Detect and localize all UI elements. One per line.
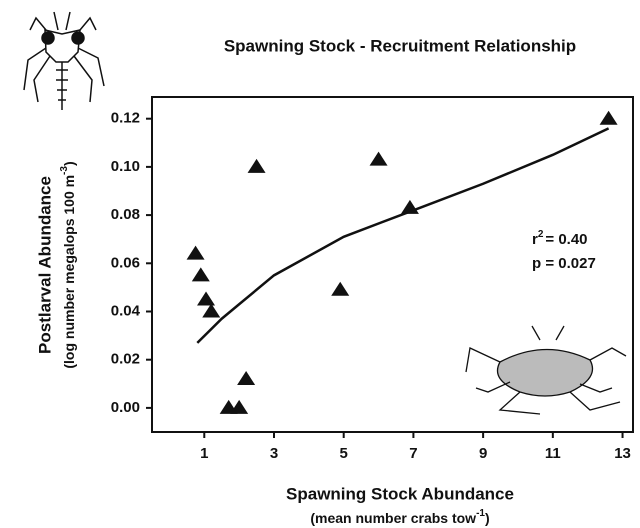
- x-axis-unit: (mean number crabs tow-1): [310, 508, 489, 526]
- larva-drawing: [23, 11, 105, 110]
- y-axis-label: Postlarval Abundance: [35, 176, 54, 354]
- y-tick-label: 0.04: [111, 302, 141, 319]
- data-point: [400, 199, 419, 214]
- y-tick-label: 0.08: [111, 206, 140, 223]
- y-tick-label: 0.12: [111, 110, 140, 127]
- crab-drawing: [465, 325, 627, 415]
- data-point: [247, 158, 266, 173]
- data-point: [202, 303, 221, 318]
- data-point: [369, 151, 388, 166]
- chart-title: Spawning Stock - Recruitment Relationshi…: [224, 36, 576, 55]
- data-point: [230, 399, 249, 414]
- x-tick-label: 7: [409, 445, 417, 462]
- y-tick-label: 0.10: [111, 158, 140, 175]
- data-point: [599, 110, 618, 125]
- x-tick-label: 5: [340, 445, 348, 462]
- data-point: [186, 245, 205, 260]
- x-tick-label: 1: [200, 445, 208, 462]
- data-point: [191, 267, 210, 282]
- fit-curve: [196, 127, 610, 344]
- x-tick-label: 11: [545, 445, 561, 462]
- x-tick-label: 3: [270, 445, 278, 462]
- plot-frame: [151, 96, 634, 433]
- x-tick-label: 13: [614, 445, 631, 462]
- y-tick-label: 0.00: [111, 399, 140, 416]
- y-tick-label: 0.06: [111, 254, 140, 271]
- annotation: p = 0.027: [532, 255, 596, 272]
- x-axis-label: Spawning Stock Abundance: [286, 484, 514, 503]
- y-tick-label: 0.02: [111, 351, 140, 368]
- y-axis-unit: (log number megalops 100 m-3): [59, 161, 77, 368]
- data-point: [331, 281, 350, 296]
- data-point: [197, 291, 216, 306]
- data-point: [237, 370, 256, 385]
- x-tick-label: 9: [479, 445, 487, 462]
- annotation: r2 = 0.40: [532, 229, 588, 248]
